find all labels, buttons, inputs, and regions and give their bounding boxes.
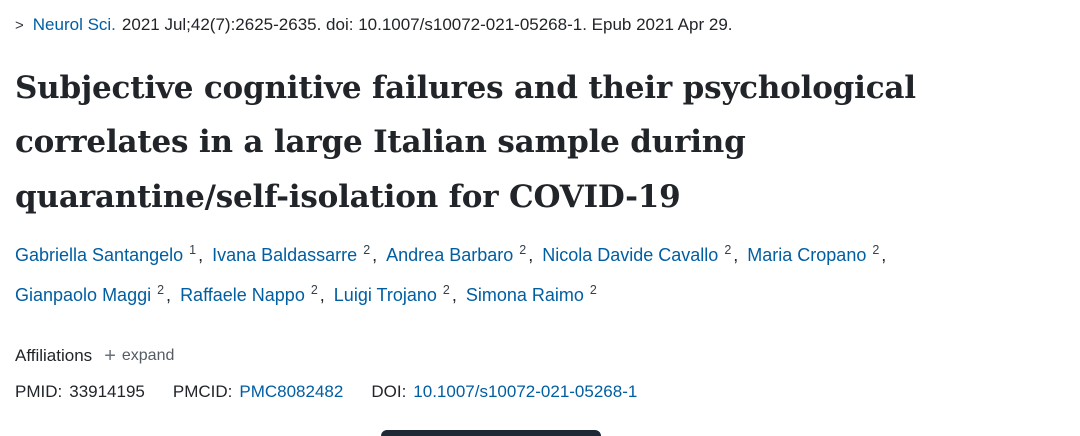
author-separator: ,	[733, 245, 739, 266]
pmid-value: 33914195	[69, 381, 145, 401]
plus-icon: +	[104, 344, 116, 367]
pmcid-item: PMCID: PMC8082482	[173, 382, 343, 402]
affiliations-expand-label: expand	[121, 346, 175, 364]
author-separator: ,	[198, 245, 204, 266]
author-link[interactable]: Andrea Barbaro	[386, 245, 514, 266]
pmcid-link[interactable]: PMC8082482	[239, 381, 344, 401]
author-link[interactable]: Luigi Trojano	[333, 285, 437, 306]
author-affiliation-number: 2	[442, 283, 450, 298]
chevron-right-icon: >	[15, 17, 24, 34]
article-title-line: correlates in a large Italian sample dur…	[15, 124, 746, 161]
author-affiliation-number: 2	[519, 243, 527, 258]
identifiers-row: PMID: 33914195 PMCID: PMC8082482 DOI: 10.10…	[15, 382, 1064, 402]
author-item: Raffaele Nappo 2,	[180, 276, 325, 316]
author-item: Ivana Baldassarre 2,	[212, 236, 377, 276]
author-item: Gabriella Santangelo 1,	[15, 236, 203, 276]
author-affiliation-number: 2	[157, 283, 165, 298]
affiliations-expand-button[interactable]: + expand	[104, 346, 174, 366]
doi-link[interactable]: 10.1007/s10072-021-05268-1	[413, 381, 638, 401]
author-separator: ,	[166, 285, 172, 306]
author-item: Maria Cropano 2,	[747, 236, 886, 276]
author-affiliation-number: 2	[589, 283, 597, 298]
author-affiliation-number: 2	[310, 283, 318, 298]
citation-line: > Neurol Sci. 2021 Jul;42(7):2625-2635. …	[15, 13, 1064, 37]
pmid-label: PMID:	[15, 381, 63, 401]
citation-details: 2021 Jul;42(7):2625-2635. doi: 10.1007/s…	[121, 15, 733, 34]
author-item: Gianpaolo Maggi 2,	[15, 276, 171, 316]
author-item: Andrea Barbaro 2,	[386, 236, 533, 276]
author-affiliation-number: 1	[189, 243, 197, 258]
author-link[interactable]: Raffaele Nappo	[180, 285, 305, 306]
author-separator: ,	[528, 245, 534, 266]
author-link[interactable]: Gianpaolo Maggi	[15, 285, 152, 306]
author-separator: ,	[372, 245, 378, 266]
author-link[interactable]: Gabriella Santangelo	[15, 245, 184, 266]
article-title-line: quarantine/self-isolation for COVID-19	[15, 178, 681, 215]
author-affiliation-number: 2	[872, 243, 880, 258]
author-link[interactable]: Maria Cropano	[747, 245, 867, 266]
doi-label: DOI:	[371, 381, 407, 401]
pmid-item: PMID: 33914195	[15, 382, 145, 402]
article-title-line: Subjective cognitive failures and their …	[15, 69, 916, 106]
author-affiliation-number: 2	[363, 243, 371, 258]
author-link[interactable]: Ivana Baldassarre	[212, 245, 358, 266]
author-separator: ,	[319, 285, 325, 306]
author-link[interactable]: Simona Raimo	[465, 285, 584, 306]
author-separator: ,	[451, 285, 457, 306]
authors-list: Gabriella Santangelo 1, Ivana Baldassarre 2…	[15, 236, 983, 315]
article-page: > Neurol Sci. 2021 Jul;42(7):2625-2635. …	[15, 13, 1064, 402]
journal-link[interactable]: Neurol Sci.	[32, 15, 116, 34]
full-text-links-button-partial[interactable]	[381, 430, 601, 436]
author-item: Simona Raimo 2	[466, 276, 599, 316]
doi-item: DOI: 10.1007/s10072-021-05268-1	[371, 382, 637, 402]
author-affiliation-number: 2	[724, 243, 732, 258]
author-link[interactable]: Nicola Davide Cavallo	[542, 245, 719, 266]
author-item: Luigi Trojano 2,	[334, 276, 457, 316]
article-title: Subjective cognitive failures and their …	[15, 61, 1064, 225]
affiliations-row: Affiliations + expand	[15, 346, 1064, 366]
pmcid-label: PMCID:	[172, 381, 233, 401]
affiliations-label: Affiliations	[15, 345, 93, 365]
author-separator: ,	[881, 245, 887, 266]
author-item: Nicola Davide Cavallo 2,	[542, 236, 738, 276]
